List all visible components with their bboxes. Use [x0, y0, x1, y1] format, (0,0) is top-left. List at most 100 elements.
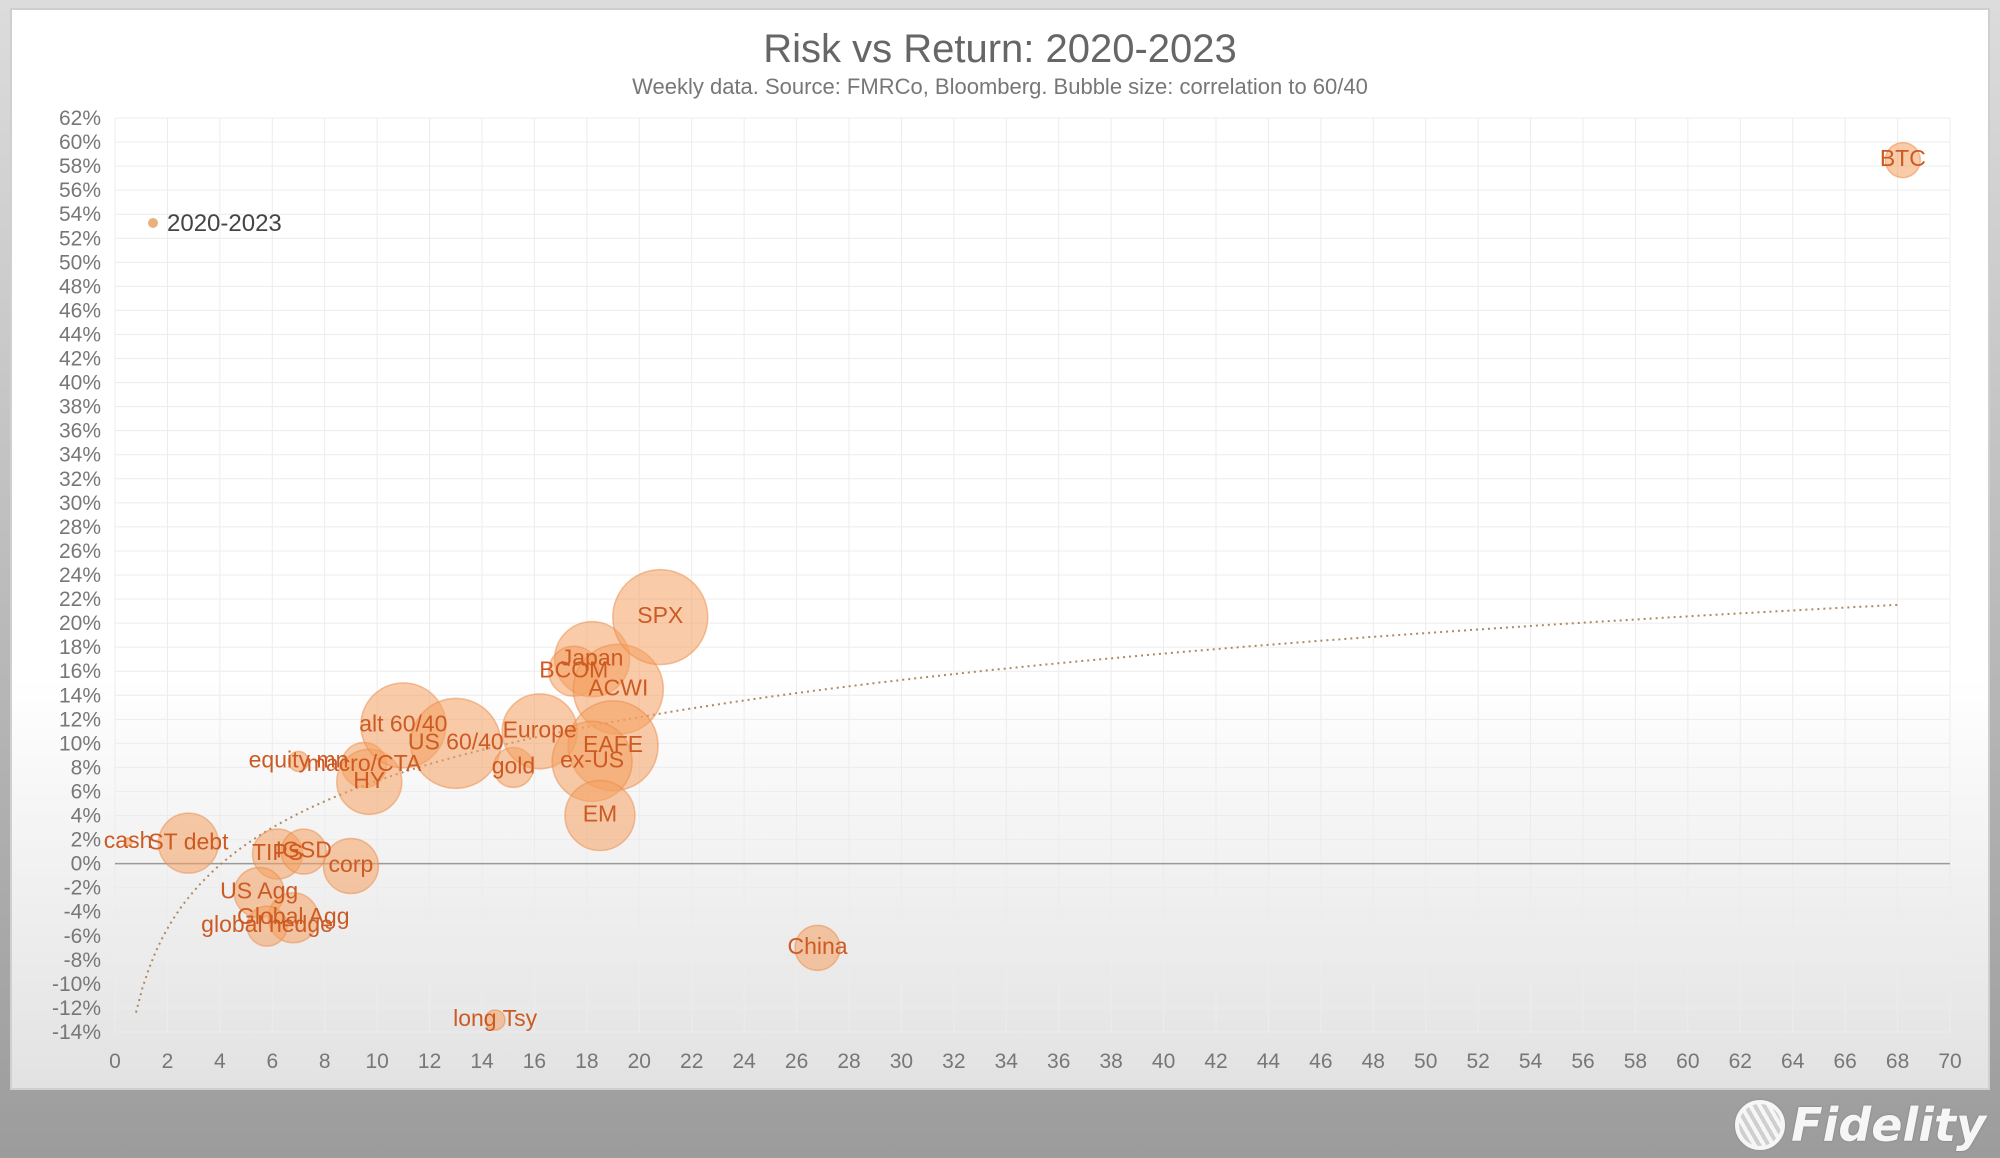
x-tick-label: 24 — [732, 1050, 756, 1073]
y-tick-label: 44% — [59, 323, 101, 346]
bubble-label-us-60-40: US 60/40 — [408, 728, 504, 754]
bubble-label-global-agg: Global Agg — [237, 903, 350, 929]
x-tick-label: 54 — [1519, 1050, 1543, 1073]
y-tick-label: 18% — [59, 636, 101, 659]
bubble-label-igsd: IGSD — [276, 837, 332, 863]
bubble-equity-mn — [287, 750, 310, 773]
bubble-label-global-hedge: global hedge — [201, 911, 333, 937]
y-tick-label: -12% — [52, 997, 101, 1020]
y-tick-label: 6% — [71, 780, 101, 803]
chart-title: Risk vs Return: 2020-2023 — [763, 27, 1237, 71]
y-tick-label: 52% — [59, 227, 101, 250]
y-tick-label: 14% — [59, 684, 101, 707]
bubble-label-japan: Japan — [561, 644, 624, 670]
x-tick-label: 58 — [1624, 1050, 1647, 1073]
y-tick-label: 60% — [59, 131, 101, 154]
x-tick-label: 40 — [1152, 1050, 1175, 1073]
y-tick-label: -4% — [64, 901, 101, 924]
y-tick-label: 54% — [59, 203, 101, 226]
x-tick-label: 68 — [1886, 1050, 1909, 1073]
bubble-label-china: China — [787, 933, 847, 959]
y-tick-label: 30% — [59, 492, 101, 515]
bubble-spx — [612, 568, 709, 666]
bubble-cash — [123, 837, 133, 847]
bubble-btc — [1884, 141, 1922, 179]
x-tick-label: 50 — [1414, 1050, 1437, 1073]
legend-label: 2020-2023 — [167, 210, 282, 237]
y-tick-label: 10% — [59, 732, 101, 755]
x-tick-label: 46 — [1309, 1050, 1332, 1073]
bubble-igsd — [280, 828, 327, 875]
y-tick-label: 8% — [71, 756, 101, 779]
bubble-long-tsy — [484, 1009, 506, 1031]
y-tick-label: 4% — [71, 805, 101, 828]
y-tick-label: -14% — [52, 1021, 101, 1044]
y-tick-label: 20% — [59, 612, 101, 635]
x-tick-label: 20 — [628, 1050, 651, 1073]
x-tick-label: 26 — [785, 1050, 808, 1073]
y-tick-label: 48% — [59, 275, 101, 298]
bubble-label-acwi: ACWI — [588, 674, 648, 700]
x-tick-label: 70 — [1938, 1050, 1961, 1073]
bubble-label-europe: Europe — [503, 716, 577, 742]
x-tick-label: 48 — [1362, 1050, 1385, 1073]
y-tick-label: 2% — [71, 829, 101, 852]
x-tick-label: 56 — [1571, 1050, 1594, 1073]
y-tick-label: 40% — [59, 372, 101, 395]
bubble-label-em: EM — [583, 801, 618, 827]
x-tick-label: 62 — [1729, 1050, 1752, 1073]
x-tick-label: 42 — [1204, 1050, 1227, 1073]
y-tick-label: -6% — [64, 925, 101, 948]
x-tick-label: 60 — [1676, 1050, 1699, 1073]
chart-subtitle: Weekly data. Source: FMRCo, Bloomberg. B… — [632, 74, 1368, 99]
y-tick-label: 0% — [71, 853, 101, 876]
bubble-label-equity-mn: equity mn — [249, 746, 349, 772]
y-tick-label: -10% — [52, 973, 101, 996]
y-tick-label: 22% — [59, 588, 101, 611]
y-tick-label: 36% — [59, 420, 101, 443]
fidelity-logo-text: Fidelity — [1791, 1098, 1986, 1152]
x-tick-label: 38 — [1099, 1050, 1122, 1073]
y-tick-label: 26% — [59, 540, 101, 563]
y-tick-label: 62% — [59, 107, 101, 130]
x-tick-label: 6 — [266, 1050, 278, 1073]
bubble-label-cash: cash — [104, 827, 153, 853]
grid — [114, 117, 1951, 1033]
bubble-st-debt — [157, 812, 220, 874]
y-tick-label: 24% — [59, 564, 101, 587]
bubble-label-ex-us: ex-US — [560, 746, 624, 772]
x-tick-label: 66 — [1833, 1050, 1856, 1073]
x-tick-label: 14 — [470, 1050, 494, 1073]
bubble-label-st-debt: ST debt — [148, 828, 229, 854]
x-tick-label: 18 — [575, 1050, 598, 1073]
bubble-label-spx: SPX — [637, 602, 683, 628]
axes: 0 2 4 6 8 10 12 14 16 18 20 22 24 26 28 30 32 34 36 38 40 42 4… — [52, 107, 1962, 1073]
bubble-label-us-agg: US Agg — [220, 878, 298, 904]
x-tick-label: 32 — [942, 1050, 965, 1073]
x-tick-label: 10 — [365, 1050, 388, 1073]
legend: 2020-2023 — [148, 210, 282, 237]
x-tick-label: 2 — [162, 1050, 174, 1073]
x-tick-label: 8 — [319, 1050, 331, 1073]
y-tick-label: 58% — [59, 155, 101, 178]
x-tick-label: 52 — [1466, 1050, 1489, 1073]
bubble-china — [794, 924, 841, 972]
bubbles — [123, 141, 1922, 1031]
y-tick-label: 28% — [59, 516, 101, 539]
y-tick-label: 38% — [59, 396, 101, 419]
y-tick-label: 42% — [59, 348, 101, 371]
bubble-label-bcom: BCOM — [539, 656, 608, 682]
y-tick-label: 50% — [59, 251, 101, 274]
legend-marker — [148, 218, 158, 228]
y-tick-label: 12% — [59, 708, 101, 731]
bubble-label-alt-60-40: alt 60/40 — [359, 710, 447, 736]
x-tick-label: 30 — [890, 1050, 913, 1073]
bubble-label-eafe: EAFE — [583, 731, 643, 757]
y-tick-label: -2% — [64, 877, 101, 900]
bubble-em — [564, 779, 636, 852]
bubble-label-tips: TIPS — [252, 839, 303, 865]
bubble-corp — [322, 837, 380, 895]
x-tick-label: 12 — [418, 1050, 441, 1073]
x-tick-label: 44 — [1257, 1050, 1281, 1073]
